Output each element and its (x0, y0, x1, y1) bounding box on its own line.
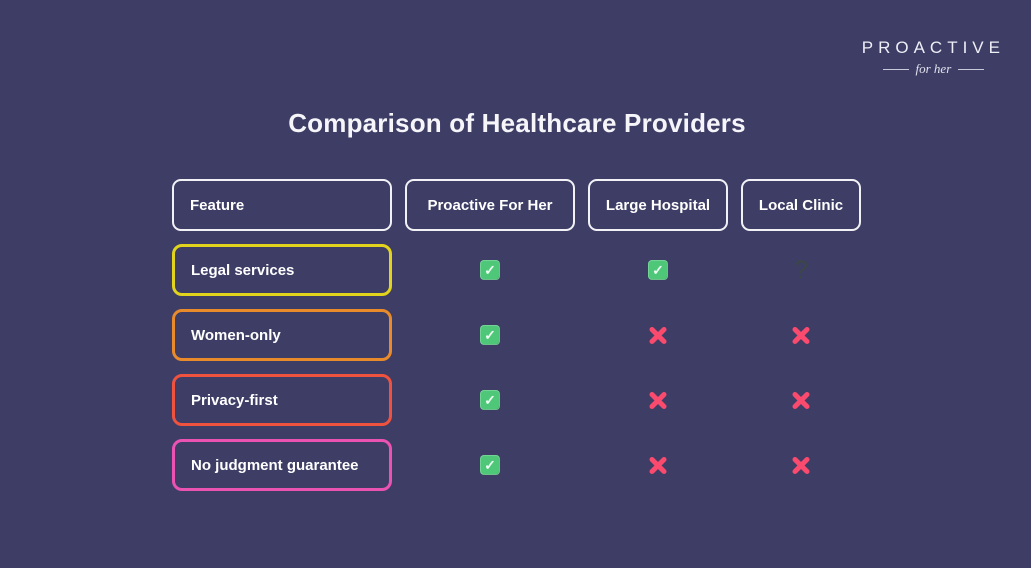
table-cell (405, 374, 575, 426)
table-cell (741, 244, 861, 296)
check-icon (480, 455, 500, 475)
comparison-table: Feature Proactive For Her Large Hospital… (172, 179, 861, 491)
cross-icon (647, 454, 669, 476)
brand-logo: PROACTIVE for her (862, 38, 1005, 77)
table-cell (588, 244, 728, 296)
brand-name: PROACTIVE (861, 38, 1005, 57)
check-icon (480, 325, 500, 345)
column-header-local-clinic: Local Clinic (741, 179, 861, 231)
cross-icon (647, 389, 669, 411)
feature-label-women-only: Women-only (172, 309, 392, 361)
feature-label-privacy-first: Privacy-first (172, 374, 392, 426)
column-header-large-hospital: Large Hospital (588, 179, 728, 231)
check-icon (480, 260, 500, 280)
column-header-feature: Feature (172, 179, 392, 231)
brand-tagline: for her (915, 61, 952, 76)
table-cell (741, 374, 861, 426)
cross-icon (647, 324, 669, 346)
tagline-right-line (958, 68, 985, 70)
table-cell (588, 309, 728, 361)
check-icon (480, 390, 500, 410)
check-icon (648, 260, 668, 280)
table-cell (588, 439, 728, 491)
cross-icon (790, 389, 812, 411)
table-cell (405, 244, 575, 296)
tagline-left-line (882, 68, 909, 70)
column-header-proactive-for-her: Proactive For Her (405, 179, 575, 231)
cross-icon (790, 454, 812, 476)
question-icon (794, 258, 808, 283)
feature-label-legal-services: Legal services (172, 244, 392, 296)
brand-tagline-row: for her (862, 61, 1005, 77)
table-cell (588, 374, 728, 426)
table-cell (405, 309, 575, 361)
cross-icon (790, 324, 812, 346)
table-cell (741, 439, 861, 491)
feature-label-no-judgment-guarantee: No judgment guarantee (172, 439, 392, 491)
table-cell (405, 439, 575, 491)
page-title: Comparison of Healthcare Providers (288, 108, 746, 138)
table-cell (741, 309, 861, 361)
